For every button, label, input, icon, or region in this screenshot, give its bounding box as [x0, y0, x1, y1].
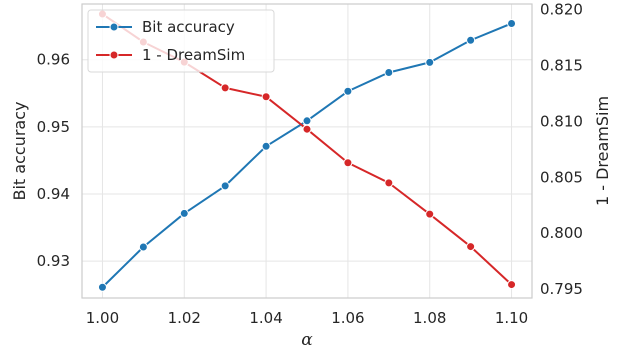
left-y-tick-label: 0.95 [37, 118, 70, 136]
x-tick-label: 1.06 [331, 309, 364, 327]
data-point [138, 242, 148, 252]
data-point [302, 116, 312, 126]
x-tick-label: 1.04 [249, 309, 282, 327]
left-y-tick-label: 0.94 [37, 185, 70, 203]
x-tick-label: 1.08 [413, 309, 446, 327]
x-tick-label: 1.02 [168, 309, 201, 327]
x-tick-labels: 1.00 1.02 1.04 1.06 1.08 1.10 [86, 309, 528, 327]
x-axis-title: α [301, 330, 313, 350]
left-y-tick-label: 0.96 [37, 51, 70, 69]
legend: Bit accuracy 1 - DreamSim [87, 9, 275, 73]
right-y-tick-label: 0.810 [540, 112, 583, 130]
data-point [425, 209, 435, 219]
data-point [179, 208, 189, 218]
left-y-tick-labels: 0.93 0.94 0.95 0.96 [37, 51, 70, 270]
right-y-tick-label: 0.805 [540, 168, 583, 186]
left-y-tick-label: 0.93 [37, 252, 70, 270]
data-point [507, 280, 517, 290]
data-point [97, 282, 107, 292]
data-point [466, 242, 476, 252]
legend-box [87, 9, 275, 73]
data-point [220, 83, 230, 93]
data-point [384, 178, 394, 188]
right-y-tick-label: 0.815 [540, 56, 583, 74]
data-point [343, 158, 353, 168]
x-tick-label: 1.10 [495, 309, 528, 327]
data-point [384, 67, 394, 77]
legend-marker-bit-accuracy [109, 22, 119, 32]
data-point [302, 124, 312, 134]
data-point [220, 181, 230, 191]
legend-label-bit-accuracy: Bit accuracy [142, 18, 235, 36]
legend-label-dreamsim: 1 - DreamSim [142, 46, 245, 64]
data-point [343, 86, 353, 96]
x-tick-label: 1.00 [86, 309, 119, 327]
right-y-tick-label: 0.820 [540, 1, 583, 19]
data-point [425, 57, 435, 67]
data-point [466, 35, 476, 45]
left-y-axis-title: Bit accuracy [10, 102, 29, 201]
legend-marker-dreamsim [109, 50, 119, 60]
right-y-tick-label: 0.800 [540, 224, 583, 242]
plot-frame [81, 3, 533, 299]
data-point [507, 18, 517, 28]
right-y-axis-title: 1 - DreamSim [593, 96, 612, 206]
right-y-tick-label: 0.795 [540, 280, 583, 298]
data-point [261, 141, 271, 151]
data-point [261, 92, 271, 102]
right-y-tick-labels: 0.795 0.800 0.805 0.810 0.815 0.820 [540, 1, 583, 298]
